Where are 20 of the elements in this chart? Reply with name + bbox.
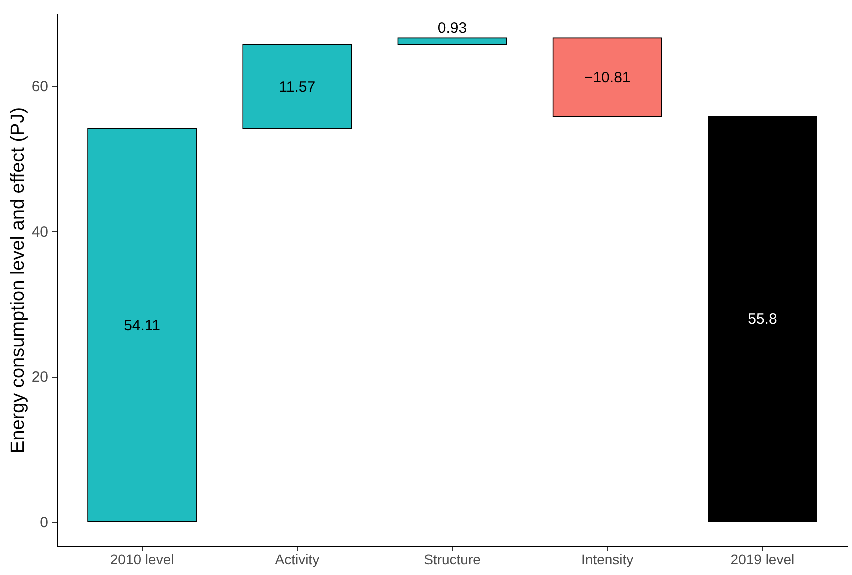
y-tick-label: 0 <box>40 514 48 532</box>
bar <box>708 116 818 522</box>
data-label: 11.57 <box>279 78 316 96</box>
bar <box>242 44 352 130</box>
bar <box>88 128 197 522</box>
y-tick-label: 60 <box>32 78 48 96</box>
y-tick-label: 20 <box>32 369 48 386</box>
x-tick-label: 2019 level <box>730 552 795 568</box>
y-axis-title: Energy consumption level and effect (PJ) <box>8 107 29 454</box>
bar <box>552 38 662 118</box>
data-label: −10.81 <box>584 69 631 86</box>
x-tick-label: 2010 level <box>110 552 174 568</box>
data-label: 55.8 <box>748 311 778 328</box>
y-tick-label: 40 <box>32 224 48 241</box>
x-tick-label: Structure <box>424 552 482 568</box>
x-tick-label: Activity <box>275 552 320 568</box>
bar <box>398 38 508 46</box>
x-tick-label: Intensity <box>582 552 634 568</box>
data-label: 54.11 <box>124 317 161 334</box>
data-label: 0.93 <box>438 20 468 38</box>
